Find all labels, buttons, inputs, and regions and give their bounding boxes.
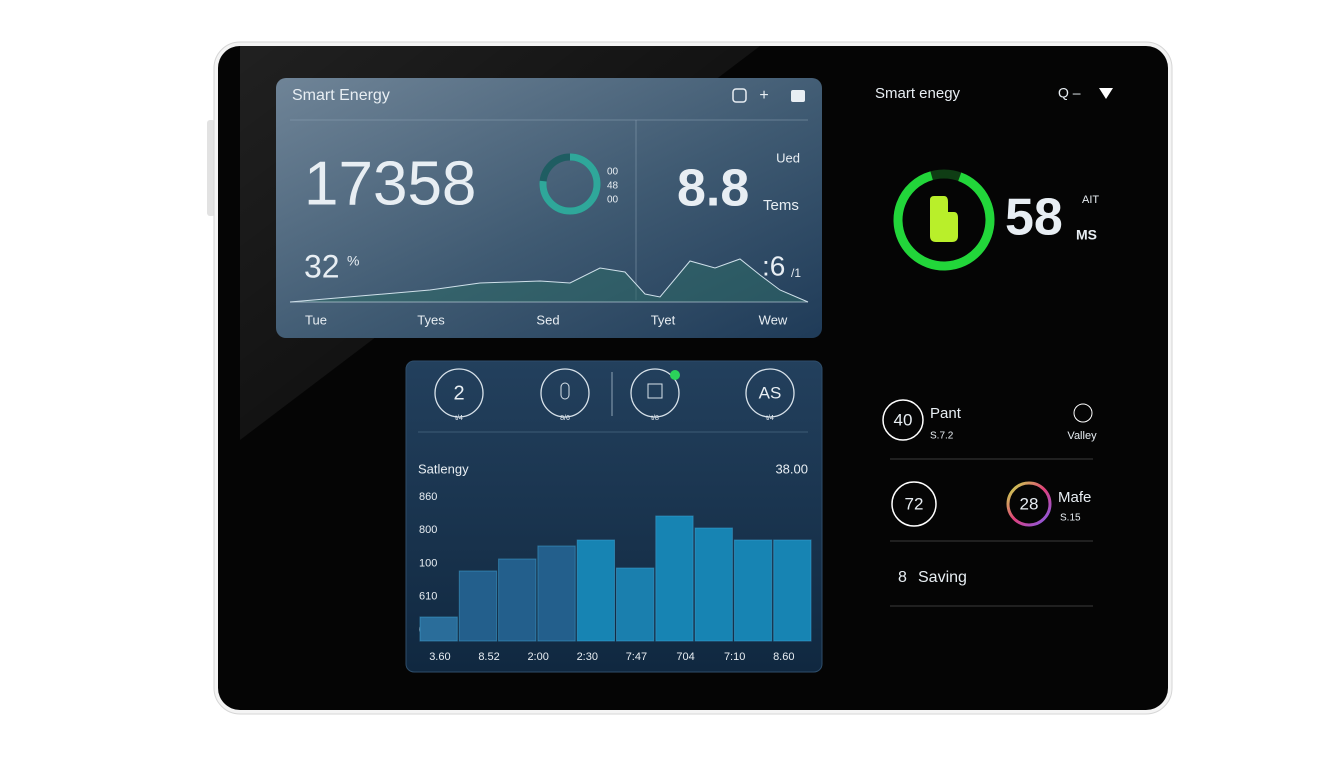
search[interactable]: Q – xyxy=(1058,85,1081,101)
gauge-unit: MS xyxy=(1076,227,1097,243)
ring-label: 00 xyxy=(607,195,619,206)
x-axis-label: 2:30 xyxy=(577,651,598,663)
button-icon xyxy=(647,383,663,399)
bar-chart: 860800100610003.608.522:002:307:477047:1… xyxy=(419,491,812,663)
gauge-unit: AIT xyxy=(1082,194,1099,206)
x-axis-label: 2:00 xyxy=(527,651,548,663)
button-icon xyxy=(560,382,570,400)
total-value: 17358 xyxy=(304,149,476,218)
side-value: 8.8 xyxy=(677,160,749,218)
button-label: 2 xyxy=(453,382,464,404)
row-name: Saving xyxy=(918,569,967,586)
day-label: Tyes xyxy=(417,312,445,327)
day-label: Tue xyxy=(305,312,327,327)
dropdown[interactable] xyxy=(1099,88,1113,99)
icon-plus[interactable]: + xyxy=(759,87,768,104)
corner-value: :6 xyxy=(762,250,785,281)
bar xyxy=(733,539,773,642)
button-sub: 8/6 xyxy=(560,415,570,422)
x-axis-label: 8.52 xyxy=(478,651,499,663)
row-right: Valley xyxy=(1067,430,1097,442)
button-sub: t/4 xyxy=(766,415,774,422)
control-button[interactable] xyxy=(630,368,680,418)
bar xyxy=(576,539,616,642)
x-axis-label: 7:10 xyxy=(724,651,745,663)
badge xyxy=(1006,481,1052,527)
corner-sub: /1 xyxy=(791,266,801,280)
day-labels: Tue Tyes Sed Tyet Wew xyxy=(305,312,788,327)
bar xyxy=(616,567,655,642)
badge-value: 72 xyxy=(905,494,924,513)
icon-chat[interactable] xyxy=(732,88,747,103)
x-axis-label: 7:47 xyxy=(626,651,647,663)
side-unit: Tems xyxy=(763,197,799,214)
badge-value: 40 xyxy=(894,410,913,429)
badge xyxy=(891,481,937,527)
button-label: AS xyxy=(759,383,782,402)
control-button[interactable] xyxy=(434,368,484,418)
control-button[interactable] xyxy=(745,368,795,418)
chart-total: 38.00 xyxy=(775,461,808,476)
sparkline xyxy=(289,258,809,303)
bar xyxy=(694,527,733,642)
x-axis-label: 3.60 xyxy=(429,651,450,663)
badge xyxy=(882,399,924,441)
icon-bag[interactable] xyxy=(791,90,805,102)
gauge-value: 58 xyxy=(1005,189,1063,247)
percent-value: 32 xyxy=(304,248,340,284)
y-axis-label: 610 xyxy=(419,591,437,603)
chart-title: Satlengy xyxy=(418,461,469,476)
panel-title: Smart enegy xyxy=(875,85,961,102)
bar xyxy=(773,539,812,642)
button-sub: t/4 xyxy=(455,415,463,422)
control-button[interactable] xyxy=(540,368,590,418)
side-button xyxy=(207,120,215,216)
day-label: Sed xyxy=(536,312,559,327)
gauge-icon xyxy=(930,196,958,242)
bar xyxy=(498,558,537,642)
status-dot xyxy=(670,370,680,380)
bar xyxy=(458,570,498,642)
y-axis-label: 100 xyxy=(419,557,437,569)
row-name: Mafe xyxy=(1058,489,1091,506)
badge-value: 28 xyxy=(1020,494,1039,513)
day-label: Wew xyxy=(759,312,788,327)
ring-label: 00 xyxy=(607,167,619,178)
y-axis-label: 800 xyxy=(419,524,437,536)
card-title: Smart Energy xyxy=(292,87,390,104)
row-badge: 8 xyxy=(898,569,907,586)
row-name: Pant xyxy=(930,405,962,422)
row-icon xyxy=(1073,403,1093,423)
bar xyxy=(655,515,694,642)
side-label: Ued xyxy=(776,150,800,165)
ring xyxy=(539,153,601,215)
bar xyxy=(419,616,458,642)
y-axis-label: 860 xyxy=(419,491,437,503)
day-label: Tyet xyxy=(651,312,676,327)
percent-sign: % xyxy=(347,253,359,269)
ring-label: 48 xyxy=(607,181,619,192)
button-sub: t/8 xyxy=(651,415,659,422)
row-sub: S.15 xyxy=(1060,513,1081,524)
x-axis-label: 8.60 xyxy=(773,651,794,663)
x-axis-label: 704 xyxy=(676,651,694,663)
bar xyxy=(537,545,576,642)
row-sub: S.7.2 xyxy=(930,431,954,442)
